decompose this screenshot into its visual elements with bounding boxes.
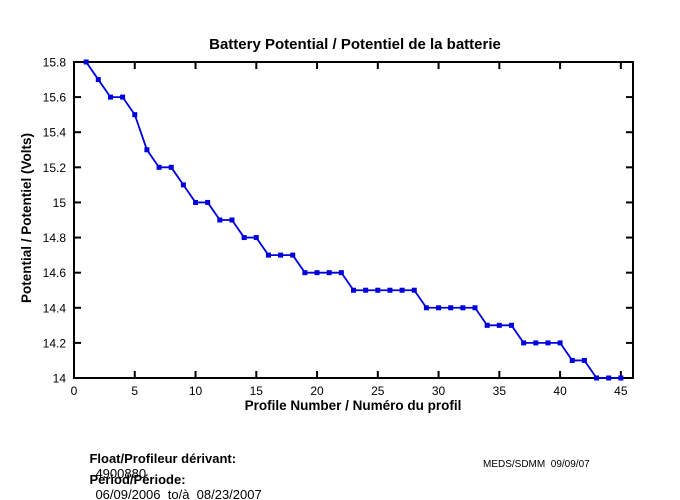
y-tick-label: 15.8 bbox=[43, 56, 67, 70]
data-point-marker bbox=[144, 147, 150, 153]
series-line bbox=[85, 61, 621, 379]
float-id-value: 4900880 bbox=[95, 466, 147, 481]
x-tick-label: 45 bbox=[614, 384, 628, 398]
x-tick-label: 30 bbox=[432, 384, 446, 398]
data-point-marker bbox=[569, 357, 575, 363]
data-point-marker bbox=[217, 217, 223, 223]
data-point-marker bbox=[423, 305, 429, 311]
y-tick-label: 15 bbox=[53, 196, 67, 210]
data-point-marker bbox=[411, 287, 417, 293]
y-tick-label: 14.8 bbox=[43, 231, 67, 245]
x-tick-label: 15 bbox=[250, 384, 264, 398]
y-tick-label: 14.6 bbox=[43, 266, 67, 280]
float-id-label: Float/Profileur dérivant: bbox=[89, 451, 237, 466]
data-point-marker bbox=[132, 112, 138, 118]
data-point-marker bbox=[399, 287, 405, 293]
period-line: Period/Période: 06/09/2006 to/à 08/23/20… bbox=[75, 457, 262, 500]
axis-tick-labels: 0 5 10 15 20 25 30 35 40 45 14 14.2 14.4 14.6 14.8 15 15… bbox=[43, 56, 628, 399]
x-tick-label: 35 bbox=[493, 384, 507, 398]
data-point-marker bbox=[448, 305, 454, 311]
data-point-marker bbox=[229, 217, 235, 223]
data-point-marker bbox=[557, 340, 563, 346]
data-point-marker bbox=[606, 375, 612, 381]
data-point-marker bbox=[484, 322, 490, 328]
data-point-marker bbox=[387, 287, 393, 293]
data-point-marker bbox=[83, 59, 89, 65]
data-point-marker bbox=[460, 305, 466, 311]
credit-text: MEDS/SDMM 09/09/07 bbox=[483, 459, 590, 470]
y-tick-label: 15.2 bbox=[43, 161, 67, 175]
data-point-marker bbox=[95, 77, 101, 83]
data-point-marker bbox=[351, 287, 356, 293]
data-point-marker bbox=[363, 287, 369, 293]
data-point-marker bbox=[265, 252, 271, 258]
data-point-marker bbox=[168, 164, 174, 170]
data-point-marker bbox=[253, 235, 259, 241]
period-value: 06/09/2006 to/à 08/23/2007 bbox=[95, 487, 262, 500]
data-point-marker bbox=[581, 357, 587, 363]
y-tick-label: 14.2 bbox=[43, 336, 67, 350]
data-point-marker bbox=[241, 235, 247, 241]
data-point-marker bbox=[156, 164, 162, 170]
data-point-marker bbox=[278, 252, 284, 258]
data-point-marker bbox=[205, 199, 211, 205]
y-tick-label: 14 bbox=[53, 372, 67, 386]
data-point-marker bbox=[302, 270, 308, 276]
x-tick-label: 40 bbox=[553, 384, 567, 398]
data-point-marker bbox=[472, 305, 478, 311]
y-tick-label: 15.6 bbox=[43, 91, 67, 105]
x-tick-label: 20 bbox=[310, 384, 324, 398]
y-tick-label: 14.4 bbox=[43, 301, 67, 315]
axis-ticks bbox=[73, 61, 633, 379]
data-point-marker bbox=[326, 270, 332, 276]
chart-title: Battery Potential / Potentiel de la batt… bbox=[209, 36, 501, 53]
data-point-marker bbox=[375, 287, 381, 293]
period-label: Period/Période: bbox=[89, 472, 186, 487]
data-point-marker bbox=[314, 270, 320, 276]
y-tick-label: 15.4 bbox=[43, 126, 67, 140]
data-point-marker bbox=[545, 340, 551, 346]
x-tick-label: 25 bbox=[371, 384, 385, 398]
x-tick-label: 0 bbox=[71, 384, 78, 398]
data-point-marker bbox=[120, 94, 126, 100]
data-point-marker bbox=[521, 340, 527, 346]
data-point-marker bbox=[290, 252, 296, 258]
data-point-marker bbox=[193, 199, 199, 205]
data-point-marker bbox=[436, 305, 442, 311]
data-point-marker bbox=[533, 340, 539, 346]
data-point-marker bbox=[107, 94, 113, 100]
x-axis-label: Profile Number / Numéro du profil bbox=[245, 398, 462, 413]
data-point-marker bbox=[180, 182, 186, 188]
data-series bbox=[83, 59, 624, 381]
data-point-marker bbox=[508, 322, 514, 328]
y-axis-label: Potential / Potentiel (Volts) bbox=[19, 133, 34, 303]
x-tick-label: 5 bbox=[131, 384, 138, 398]
x-tick-label: 10 bbox=[189, 384, 203, 398]
float-id-line: Float/Profileur dérivant: 4900880 bbox=[75, 436, 236, 496]
plot-area-border bbox=[73, 61, 634, 379]
data-point-marker bbox=[338, 270, 344, 276]
data-point-marker bbox=[496, 322, 502, 328]
data-point-marker bbox=[594, 375, 600, 381]
data-point-marker bbox=[618, 375, 624, 381]
